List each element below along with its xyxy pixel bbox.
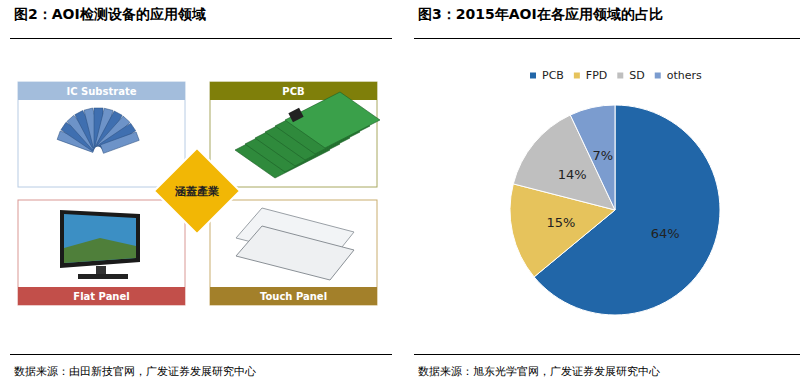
svg-text:Flat Panel: Flat Panel [73, 291, 129, 302]
html-text:数据来源：由田新技官网，广发证券发展研究中心: 数据来源：由田新技官网，广发证券发展研究中心 [14, 365, 256, 378]
svg-text:FPD: FPD [586, 69, 607, 82]
svg-text:15%: 15% [546, 215, 575, 230]
svg-text:64%: 64% [651, 226, 680, 241]
html-text:图3：2015年AOI在各应用领域的占比: 图3：2015年AOI在各应用领域的占比 [418, 6, 663, 22]
html-text:数据来源：旭东光学官网，广发证券发展研究中心: 数据来源：旭东光学官网，广发证券发展研究中心 [418, 365, 660, 378]
svg-text:7%: 7% [593, 148, 614, 163]
svg-text:IC Substrate: IC Substrate [67, 86, 137, 97]
svg-text:others: others [667, 69, 702, 82]
svg-text:PCB: PCB [542, 69, 564, 82]
svg-text:14%: 14% [558, 167, 587, 182]
svg-text:SD: SD [629, 69, 644, 82]
svg-text:Touch Panel: Touch Panel [260, 291, 327, 302]
html-text:图2：AOI检测设备的应用领域: 图2：AOI检测设备的应用领域 [14, 6, 206, 22]
svg-text:PCB: PCB [282, 86, 304, 97]
svg-text:涵蓋產業: 涵蓋產業 [174, 185, 219, 198]
